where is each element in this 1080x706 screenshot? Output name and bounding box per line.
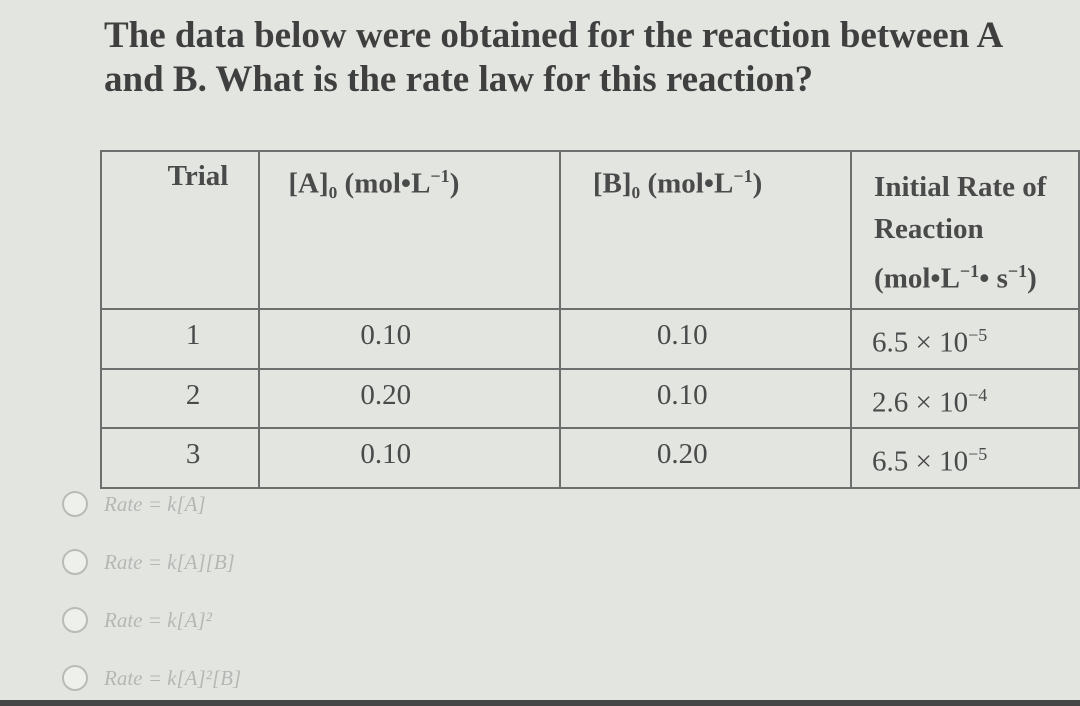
- header-a-text: [A]₀ (mol•L: [288, 167, 431, 200]
- rate-units-part-2: • s: [979, 262, 1008, 295]
- cell-rate: 6.5 × 10−5: [850, 427, 1080, 489]
- cell-b: 0.10: [558, 367, 853, 430]
- option-label: Rate = k[A]: [104, 491, 206, 516]
- rate-units-exp-1: −1: [959, 261, 980, 281]
- header-b-concentration: [B]₀ (mol•L−1): [558, 150, 853, 310]
- cell-trial: 1: [99, 308, 261, 370]
- rate-units-close: ): [1027, 262, 1037, 295]
- data-table: Trial [A]₀ (mol•L−1) [B]₀ (mol•L−1) Init…: [99, 150, 1080, 489]
- header-rate-line-2: Reaction: [874, 213, 984, 245]
- rate-mantissa: 6.5 × 10: [872, 445, 969, 478]
- cell-b: 0.10: [558, 308, 853, 370]
- cell-a: 0.10: [258, 427, 561, 489]
- header-b-close: ): [752, 167, 763, 200]
- header-rate-line-1: Initial Rate of: [874, 171, 1047, 203]
- question-line-1: The data below were obtained for the rea…: [104, 15, 1004, 56]
- header-b-exponent: −1: [733, 166, 753, 186]
- rate-mantissa: 2.6 × 10: [872, 386, 969, 419]
- table-row: 3 0.10 0.20 6.5 × 10−5: [99, 427, 1080, 489]
- option-label: Rate = k[A]²: [104, 607, 212, 632]
- option-rate-k-a[interactable]: Rate = k[A]: [62, 484, 342, 524]
- header-initial-rate: Initial Rate of Reaction (mol•L−1• s−1): [850, 150, 1080, 310]
- screen-bezel-edge: [0, 700, 1080, 706]
- header-b-text: [B]₀ (mol•L: [592, 167, 734, 200]
- question-text: The data below were obtained for the rea…: [104, 14, 1044, 102]
- cell-a: 0.20: [258, 367, 561, 430]
- cell-a: 0.10: [258, 308, 561, 370]
- cell-trial: 2: [99, 367, 261, 430]
- rate-exponent: −5: [968, 325, 988, 345]
- radio-button-icon[interactable]: [62, 491, 88, 517]
- rate-units-exp-2: −1: [1007, 261, 1028, 281]
- question-line-2: and B. What is the rate law for this rea…: [104, 59, 814, 100]
- table-row: 2 0.20 0.10 2.6 × 10−4: [99, 367, 1080, 430]
- rate-units-part-1: (mol•L: [874, 262, 960, 295]
- rate-exponent: −5: [968, 444, 988, 465]
- option-label: Rate = k[A][B]: [104, 549, 235, 574]
- header-trial: Trial: [99, 150, 261, 310]
- header-a-concentration: [A]₀ (mol•L−1): [258, 150, 561, 310]
- option-label: Rate = k[A]²[B]: [104, 665, 242, 690]
- rate-exponent: −4: [968, 384, 988, 405]
- radio-button-icon[interactable]: [62, 549, 88, 575]
- cell-trial: 3: [99, 427, 261, 489]
- cell-b: 0.20: [558, 427, 853, 489]
- table-row: 1 0.10 0.10 6.5 × 10−5: [99, 308, 1080, 370]
- cell-rate: 2.6 × 10−4: [850, 367, 1080, 430]
- table-header-row: Trial [A]₀ (mol•L−1) [B]₀ (mol•L−1) Init…: [99, 150, 1080, 310]
- radio-button-icon[interactable]: [62, 607, 88, 633]
- rate-mantissa: 6.5 × 10: [872, 326, 969, 359]
- option-rate-k-a-squared-b[interactable]: Rate = k[A]²[B]: [62, 658, 342, 698]
- header-a-exponent: −1: [430, 166, 450, 186]
- option-rate-k-a-squared[interactable]: Rate = k[A]²: [62, 600, 342, 640]
- header-rate-units: (mol•L−1• s−1): [874, 250, 1078, 300]
- cell-rate: 6.5 × 10−5: [850, 308, 1080, 370]
- option-rate-k-a-b[interactable]: Rate = k[A][B]: [62, 542, 342, 582]
- radio-button-icon[interactable]: [62, 665, 88, 691]
- header-a-close: ): [449, 167, 460, 200]
